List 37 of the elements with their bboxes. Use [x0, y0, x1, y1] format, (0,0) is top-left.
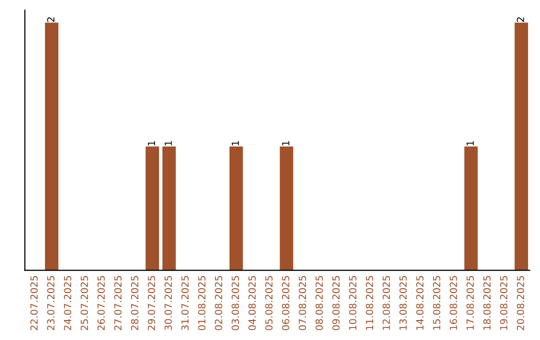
- data-label: 1: [232, 141, 239, 146]
- x-tick-label: 05.08.2025: [265, 276, 273, 330]
- x-tick-label: 30.07.2025: [164, 276, 172, 330]
- x-tick-label: 15.08.2025: [432, 276, 440, 330]
- x-tick-label: 10.08.2025: [349, 276, 356, 330]
- data-label: 2: [47, 17, 54, 22]
- x-tick-label: 26.07.2025: [97, 276, 105, 330]
- x-tick-label: 19.08.2025: [500, 276, 508, 330]
- x-tick-label: 27.07.2025: [114, 276, 122, 330]
- x-tick-label: 08.08.2025: [316, 276, 323, 330]
- x-tick-label: 24.07.2025: [64, 276, 72, 330]
- x-tick-label: 06.08.2025: [282, 276, 290, 330]
- x-tick-label: 04.08.2025: [248, 276, 256, 330]
- x-tick-label: 28.07.2025: [131, 276, 138, 330]
- x-tick-label: 11.08.2025: [366, 276, 374, 330]
- data-label: 2: [516, 17, 524, 22]
- x-tick-label: 14.08.2025: [416, 276, 424, 330]
- data-label: 1: [164, 141, 172, 146]
- x-tick-label: 07.08.2025: [298, 276, 306, 330]
- x-tick-label: 13.08.2025: [399, 276, 407, 330]
- x-tick-label: 25.07.2025: [80, 276, 88, 330]
- x-tick-label: 03.08.2025: [232, 276, 240, 330]
- x-tick-label: 18.08.2025: [483, 276, 491, 330]
- x-tick-label: 23.07.2025: [47, 276, 54, 330]
- x-tick-label: 09.08.2025: [332, 276, 340, 330]
- x-tick-label: 20.08.2025: [516, 276, 524, 330]
- data-label: 1: [148, 141, 156, 146]
- x-tick-label: 02.08.2025: [214, 276, 222, 330]
- data-label: 1: [282, 141, 290, 146]
- x-tick-label: 01.08.2025: [198, 276, 206, 330]
- x-tick-label: 12.08.2025: [382, 276, 390, 330]
- data-label: 1: [466, 141, 474, 146]
- x-tick-label: 22.07.2025: [30, 276, 38, 330]
- x-tick-label: 29.07.2025: [148, 276, 156, 330]
- x-tick-label: 16.08.2025: [450, 276, 458, 330]
- x-tick-label: 31.07.2025: [181, 276, 189, 330]
- x-tick-label: 17.08.2025: [466, 276, 474, 330]
